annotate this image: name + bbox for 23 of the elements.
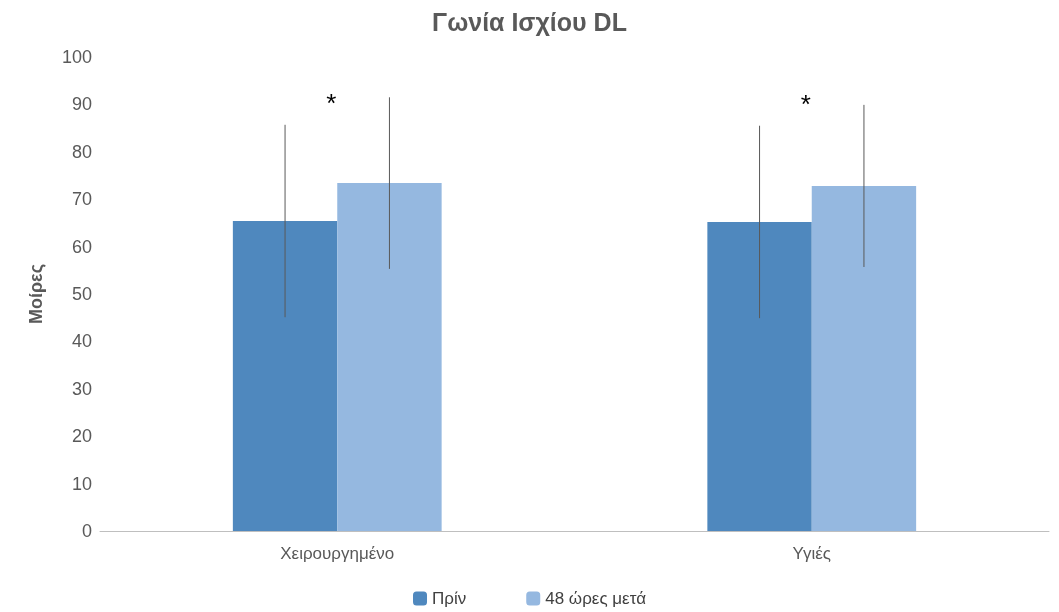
y-tick-label: 30 <box>71 378 92 399</box>
y-tick-label: 90 <box>71 94 92 115</box>
y-tick-label: 40 <box>71 331 92 352</box>
x-tick-label: Υγιές <box>792 544 832 563</box>
x-tick-label: Χειρουργημένο <box>280 544 395 563</box>
legend-label: 48 ώρες μετά <box>545 589 647 608</box>
y-tick-label: 50 <box>71 284 92 304</box>
bar <box>811 185 917 531</box>
chart-title: Γωνία Ισχίου DL <box>432 7 627 36</box>
y-tick-label: 100 <box>61 47 92 67</box>
bar <box>337 183 442 531</box>
y-tick-label: 70 <box>71 189 92 210</box>
y-tick-label: 60 <box>71 236 92 257</box>
y-tick-label: 20 <box>71 426 92 447</box>
y-tick-label: 10 <box>71 473 92 494</box>
y-tick-label: 0 <box>81 521 92 541</box>
legend-label: Πρίν <box>432 589 467 608</box>
y-tick-label: 80 <box>71 141 92 162</box>
y-axis-title: Μοίρες <box>26 263 46 325</box>
annotation: * <box>800 88 811 119</box>
bar <box>707 221 812 531</box>
annotation: * <box>326 87 337 118</box>
bar <box>232 221 338 531</box>
